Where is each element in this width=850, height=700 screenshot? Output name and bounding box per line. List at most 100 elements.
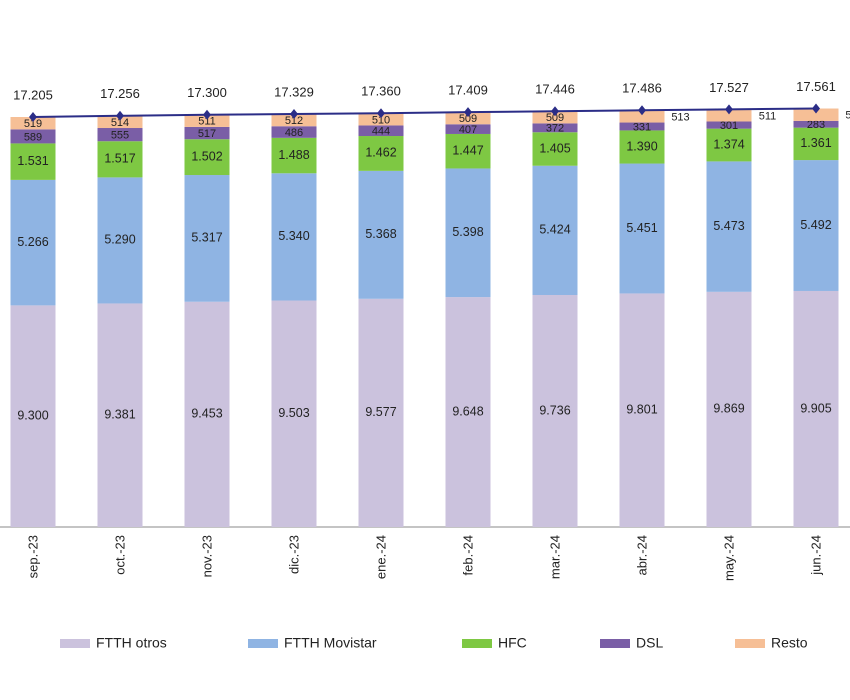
bar-segment [271,173,317,301]
value-label: 1.517 [104,152,135,166]
value-label: 301 [720,120,738,132]
value-label: 372 [546,123,564,135]
value-label: 510 [372,114,390,126]
bar-segment [271,126,317,138]
total-label: 17.205 [13,87,53,102]
value-label: 5.451 [626,221,657,235]
bar-segment [619,293,665,527]
bar-segment [97,303,143,527]
value-label: 1.374 [713,137,744,151]
value-label: 1.462 [365,146,396,160]
bar-segment [793,127,839,161]
value-label: 5.290 [104,233,135,247]
bar-segment [97,177,143,304]
bar-segment [619,110,665,123]
bar-segment [532,111,578,124]
bar-segment [445,112,491,125]
bar-segment [532,165,578,295]
value-label: 9.648 [452,404,483,418]
x-tick-label: nov.-23 [199,535,214,577]
value-label: 511 [198,116,216,128]
value-label: 5.473 [713,219,744,233]
legend-label: FTTH otros [96,635,167,651]
total-marker [638,105,646,116]
value-label: 509 [459,113,477,125]
value-label: 1.488 [278,148,309,162]
value-label: 283 [807,119,825,131]
total-label: 17.360 [361,84,401,99]
total-label: 17.561 [796,79,836,94]
bar-segment [271,114,317,127]
value-label: 555 [111,130,129,142]
legend-label: FTTH Movistar [284,635,377,651]
bar-segment [706,128,752,162]
bar-segment [271,300,317,527]
value-label: 5.492 [800,218,831,232]
value-label: 512 [285,115,303,127]
bar-segment [445,133,491,169]
value-label: 511 [759,110,777,122]
bar-segment [97,141,143,178]
total-label: 17.446 [535,82,575,97]
bar-segment [358,136,404,171]
value-label: 520 [845,110,850,122]
value-label: 9.300 [17,408,48,422]
bar-segment [184,139,230,176]
bar-segment [532,294,578,527]
x-tick-label: sep.-23 [25,535,40,578]
bar-segment [10,143,56,180]
value-label: 1.361 [800,136,831,150]
value-label: 509 [546,112,564,124]
value-label: 5.317 [191,231,222,245]
bar-segment [358,125,404,137]
total-marker [812,103,820,114]
legend-swatch [248,639,278,648]
bar-segment [184,114,230,127]
total-marker [551,106,559,117]
bar-segment [532,123,578,133]
legend-label: HFC [498,635,527,651]
legend-swatch [462,639,492,648]
total-label: 17.329 [274,84,314,99]
value-label: 519 [24,118,42,130]
legend-label: Resto [771,635,808,651]
total-marker [725,104,733,115]
bar-segment [793,160,839,291]
value-label: 9.905 [800,401,831,415]
bar-segment [271,137,317,174]
total-marker [464,107,472,118]
value-label: 9.801 [626,403,657,417]
bar-segment [184,126,230,140]
value-label: 5.424 [539,223,570,237]
total-label: 17.300 [187,85,227,100]
total-marker [203,109,211,120]
value-label: 5.340 [278,229,309,243]
value-label: 1.502 [191,149,222,163]
value-label: 513 [671,111,689,123]
x-tick-label: dic.-23 [286,535,301,574]
value-label: 9.577 [365,405,396,419]
value-label: 9.381 [104,408,135,422]
total-marker [377,108,385,119]
x-tick-label: jun.-24 [808,535,823,576]
total-marker [290,109,298,120]
value-label: 1.405 [539,141,570,155]
bar-segment [358,113,404,126]
value-label: 407 [459,124,477,136]
legend-label: DSL [636,635,663,651]
bar-segment [97,115,143,129]
value-label: 486 [285,127,303,139]
x-tick-label: may.-24 [721,535,736,581]
x-tick-label: mar.-24 [547,535,562,579]
bar-segment [184,301,230,527]
bar-segment [793,108,839,121]
legend-swatch [735,639,765,648]
value-label: 444 [372,126,390,138]
bar-segment [358,170,404,299]
bar-segment [793,120,839,128]
total-marker [116,110,124,121]
total-label: 17.527 [709,80,749,95]
bar-segment [706,109,752,122]
value-label: 517 [198,128,216,140]
